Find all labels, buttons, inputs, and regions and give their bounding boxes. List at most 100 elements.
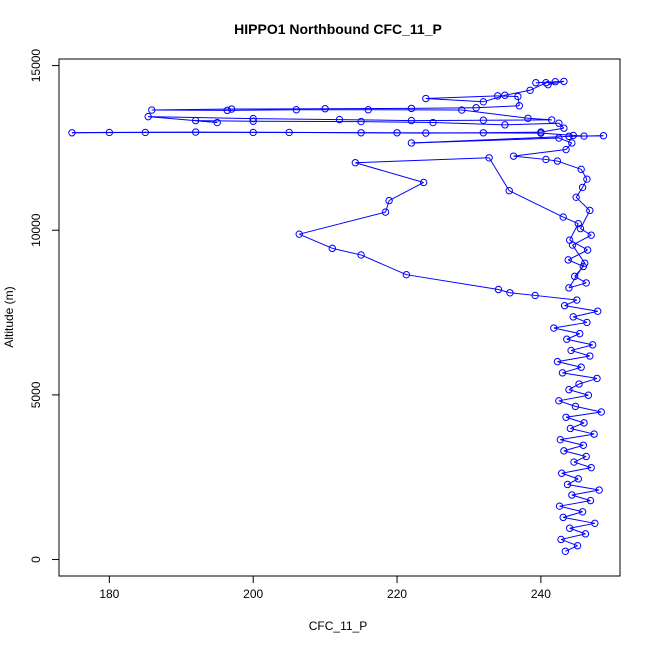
x-tick-label: 240 — [531, 587, 551, 601]
series-line-segment — [560, 439, 584, 446]
data-point — [568, 491, 576, 499]
data-point — [579, 262, 588, 271]
series-line-segment — [553, 327, 580, 335]
data-point — [526, 86, 534, 94]
data-point — [583, 175, 591, 183]
data-point — [568, 241, 577, 249]
series-line-segment — [574, 275, 587, 284]
series-line-segment — [559, 500, 591, 507]
data-point — [191, 116, 200, 125]
data-point — [582, 452, 590, 461]
data-point — [494, 92, 502, 100]
series-line-segment — [148, 116, 254, 120]
data-point — [191, 128, 200, 136]
data-point — [557, 535, 565, 544]
series-line-segment — [582, 178, 588, 188]
series-line-segment — [567, 483, 600, 491]
data-point — [576, 224, 585, 233]
data-point — [581, 530, 590, 538]
series-line-segment — [483, 131, 541, 134]
data-point — [515, 102, 524, 110]
data-point — [501, 91, 509, 99]
series-line-segment — [385, 200, 390, 213]
series-line-segment — [580, 169, 588, 180]
data-point — [357, 251, 365, 259]
series-line-segment — [148, 116, 218, 124]
series-line-segment — [332, 247, 362, 256]
data-point — [580, 419, 588, 427]
data-point — [249, 114, 257, 123]
data-point — [563, 480, 572, 489]
data-point — [595, 486, 603, 494]
data-point — [569, 313, 577, 321]
series-line-segment — [570, 344, 593, 351]
data-point — [560, 301, 569, 310]
series-line-segment — [575, 405, 602, 413]
series-line-segment — [425, 95, 498, 100]
data-point — [573, 296, 581, 304]
series-line-segment — [573, 134, 585, 137]
data-point — [351, 159, 360, 167]
series-line-segment — [573, 316, 588, 323]
series-line-segment — [570, 422, 585, 429]
data-point — [381, 208, 390, 216]
data-point — [555, 134, 563, 142]
series-line-segment — [575, 187, 584, 198]
data-point — [68, 129, 76, 137]
series-line-segment — [360, 254, 407, 276]
data-point — [588, 341, 597, 349]
data-point — [555, 119, 563, 127]
data-point — [335, 115, 344, 124]
series-line-segment — [573, 310, 598, 318]
data-point — [559, 513, 567, 522]
data-point — [550, 324, 558, 332]
data-point — [407, 104, 416, 113]
data-point — [223, 106, 232, 115]
series-line-segment — [568, 259, 584, 267]
series-line-segment — [560, 533, 586, 540]
series-line-segment — [565, 545, 578, 552]
data-point — [586, 352, 594, 360]
series-line-segment — [299, 233, 333, 249]
series-line-segment — [564, 305, 598, 312]
x-axis-label: CFC_11_P — [309, 619, 367, 633]
series-line-segment — [557, 355, 590, 363]
series-line-segment — [560, 538, 578, 547]
series-line-segment — [569, 522, 595, 529]
data-point — [505, 187, 513, 195]
data-point — [501, 121, 509, 129]
series-line-segment — [571, 489, 600, 496]
series-line-segment — [513, 149, 567, 157]
data-point — [597, 408, 605, 416]
series-line-segment — [565, 411, 602, 418]
data-point — [422, 94, 430, 103]
series-line-segment — [253, 118, 340, 121]
series-line-segment — [535, 294, 577, 301]
data-point — [227, 105, 236, 113]
data-point — [572, 193, 580, 202]
data-point — [485, 154, 493, 162]
data-point — [105, 128, 114, 137]
data-point — [561, 547, 570, 556]
series-line-segment — [561, 467, 592, 474]
data-point — [479, 116, 488, 124]
y-axis-label: Altitude (m) — [2, 286, 16, 347]
data-point — [594, 307, 602, 315]
series-line-segment — [425, 98, 484, 103]
series-line-segment — [566, 338, 593, 346]
data-point — [555, 502, 564, 510]
data-point — [321, 105, 329, 113]
data-point — [562, 413, 570, 421]
series-line-segment — [411, 135, 569, 144]
series-line-segment — [151, 108, 232, 111]
data-point — [565, 284, 573, 292]
data-point — [556, 435, 565, 444]
data-point — [558, 469, 566, 477]
series-line-segment — [580, 228, 592, 236]
x-axis: 180 200 220 240 — [99, 575, 551, 601]
data-point — [558, 369, 567, 377]
series-line-segment — [560, 433, 595, 441]
data-point — [407, 116, 416, 125]
data-point — [565, 524, 574, 532]
data-point — [565, 385, 573, 394]
